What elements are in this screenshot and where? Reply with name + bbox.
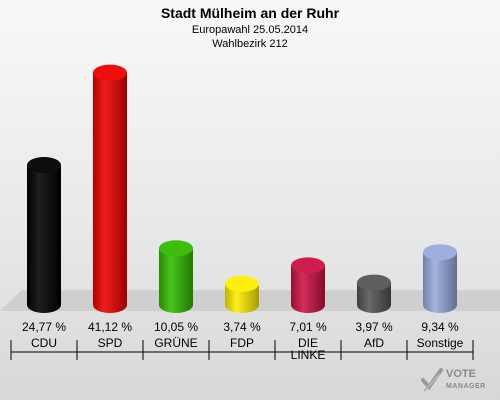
category-label: GRÜNE <box>154 336 197 350</box>
bar-5 <box>357 274 391 313</box>
bar-2 <box>159 240 193 313</box>
bar-top <box>423 244 457 261</box>
bar-top <box>291 257 325 274</box>
bar-6 <box>423 244 457 313</box>
bar-4 <box>291 257 325 313</box>
bar-body <box>291 265 325 313</box>
chart-subtitle-district: Wahlbezirk 212 <box>212 38 288 50</box>
bar-body <box>27 165 61 313</box>
category-label: DIE <box>298 336 318 350</box>
category-label: AfD <box>364 336 384 350</box>
bar-3 <box>225 275 259 313</box>
value-label: 3,97 % <box>355 320 393 334</box>
bar-top <box>27 157 61 174</box>
bar-top <box>357 274 391 291</box>
category-label: Sonstige <box>417 336 464 350</box>
bar-body <box>225 283 259 313</box>
vote-check-icon <box>421 368 443 392</box>
value-label: 10,05 % <box>154 320 198 334</box>
category-label: FDP <box>230 336 254 350</box>
bar-body <box>159 248 193 313</box>
logo-text-manager: MANAGER <box>446 383 486 390</box>
value-label: 41,12 % <box>88 320 132 334</box>
value-label: 7,01 % <box>289 320 327 334</box>
value-label: 9,34 % <box>421 320 459 334</box>
bar-body <box>93 72 127 313</box>
value-label: 3,74 % <box>223 320 261 334</box>
bar-body <box>423 252 457 313</box>
category-label: SPD <box>98 336 123 350</box>
bar-body <box>357 282 391 313</box>
logo-text-vote: VOTE <box>446 368 476 380</box>
bar-top <box>225 275 259 292</box>
category-label: LINKE <box>291 348 326 362</box>
bar-0 <box>27 157 61 313</box>
value-label: 24,77 % <box>22 320 66 334</box>
chart-subtitle-election: Europawahl 25.05.2014 <box>191 24 309 36</box>
bar-1 <box>93 64 127 313</box>
category-label: CDU <box>31 336 57 350</box>
bar-top <box>159 240 193 257</box>
vote-manager-logo: VOTE MANAGER <box>420 366 494 396</box>
bar-top <box>93 64 127 81</box>
chart-title: Stadt Mülheim an der Ruhr <box>160 5 340 21</box>
